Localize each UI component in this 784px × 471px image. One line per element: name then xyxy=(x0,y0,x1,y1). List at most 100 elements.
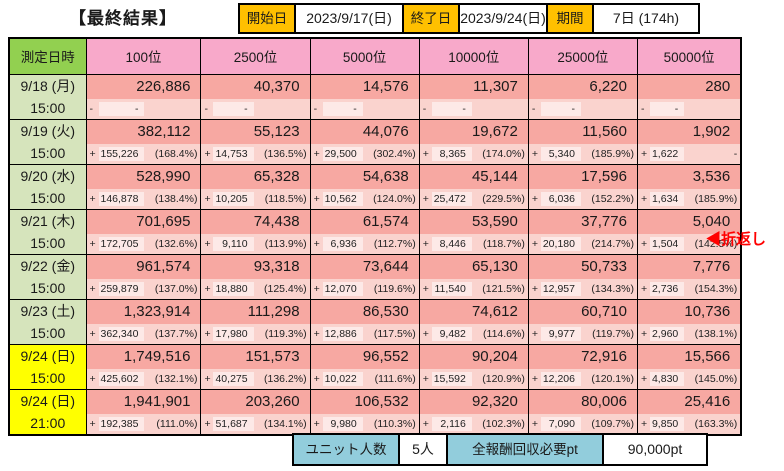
rank-cell-100位[interactable]: 382,112 +155,226 (168.4%) xyxy=(85,118,202,165)
rank-cell-10000位[interactable]: 53,590 +8,446 (118.7%) xyxy=(418,208,529,255)
delta-percent: (302.4%) xyxy=(373,147,416,160)
rank-cell-2500位[interactable]: 40,370- - xyxy=(200,73,311,120)
date-cell[interactable]: 9/22 (金) 15:00 xyxy=(8,253,87,300)
rank-cell-50000位[interactable]: 5,040 +1,504 (142.5%) xyxy=(636,208,742,255)
unit-count-value[interactable]: 5人 xyxy=(398,433,448,466)
rank-cell-50000位[interactable]: 280- - xyxy=(636,73,742,120)
delta-sign: + xyxy=(89,192,96,205)
rank-cell-100位[interactable]: 1,941,901 +192,385 (111.0%) xyxy=(85,388,202,435)
rank-cell-2500位[interactable]: 151,573 +40,275 (136.2%) xyxy=(200,343,311,390)
rank-cell-5000位[interactable]: 73,644 +12,070 (119.6%) xyxy=(309,253,420,300)
rank-cell-50000位[interactable]: 10,736 +2,960 (138.1%) xyxy=(636,298,742,345)
rank-cell-25000位[interactable]: 80,006 +7,090 (109.7%) xyxy=(527,388,638,435)
unit-count-label[interactable]: ユニット人数 xyxy=(292,433,400,466)
rank-cell-100位[interactable]: 1,749,516 +425,602 (132.1%) xyxy=(85,343,202,390)
period-label[interactable]: 期間 xyxy=(546,3,594,34)
rank-value: 44,076 xyxy=(310,119,419,144)
rank-value: 73,644 xyxy=(310,254,419,279)
rank-cell-100位[interactable]: 1,323,914 +362,340 (137.7%) xyxy=(85,298,202,345)
rank-cell-25000位[interactable]: 6,220- - xyxy=(527,73,638,120)
rank-cell-5000位[interactable]: 106,532 +9,980 (110.3%) xyxy=(309,388,420,435)
rank-cell-25000位[interactable]: 37,776 +20,180 (214.7%) xyxy=(527,208,638,255)
reward-points-label[interactable]: 全報酬回収必要pt xyxy=(446,433,604,466)
rank-cell-50000位[interactable]: 1,902 +1,622 - xyxy=(636,118,742,165)
rank-cell-10000位[interactable]: 19,672 +8,365 (174.0%) xyxy=(418,118,529,165)
date-label: 9/18 (月) xyxy=(20,77,75,94)
rank-value: 701,695 xyxy=(86,209,201,234)
rank-cell-10000位[interactable]: 74,612 +9,482 (114.6%) xyxy=(418,298,529,345)
rank-cell-100位[interactable]: 528,990 +146,878 (138.4%) xyxy=(85,163,202,210)
column-header-100位[interactable]: 100位 xyxy=(85,37,202,75)
rank-cell-5000位[interactable]: 86,530 +12,886 (117.5%) xyxy=(309,298,420,345)
delta-sign: + xyxy=(640,282,648,295)
rank-cell-50000位[interactable]: 15,566 +4,830 (145.0%) xyxy=(636,343,742,390)
reward-points-value[interactable]: 90,000pt xyxy=(602,433,708,466)
column-header-50000位[interactable]: 50000位 xyxy=(636,37,742,75)
column-header-25000位[interactable]: 25000位 xyxy=(527,37,638,75)
delta-line: +6,036 (152.2%) xyxy=(528,188,637,209)
delta-percent: (174.0%) xyxy=(482,147,525,160)
column-header-5000位[interactable]: 5000位 xyxy=(309,37,420,75)
delta-line: +40,275 (136.2%) xyxy=(201,368,310,389)
column-header-row: 測定日時 100位 2500位 5000位 10000位 25000位 50000位 xyxy=(8,37,742,75)
rank-cell-25000位[interactable]: 60,710 +9,977 (119.7%) xyxy=(527,298,638,345)
start-date-value[interactable]: 2023/9/17(日) xyxy=(294,3,404,34)
rank-cell-10000位[interactable]: 92,320 +2,116 (102.3%) xyxy=(418,388,529,435)
rank-cell-2500位[interactable]: 74,438 +9,110 (113.9%) xyxy=(200,208,311,255)
date-cell[interactable]: 9/24 (日) 21:00 xyxy=(8,388,87,435)
rank-cell-5000位[interactable]: 54,638 +10,562 (124.0%) xyxy=(309,163,420,210)
rank-cell-10000位[interactable]: 11,307- - xyxy=(418,73,529,120)
column-header-2500位[interactable]: 2500位 xyxy=(200,37,311,75)
rank-cell-50000位[interactable]: 7,776 +2,736 (154.3%) xyxy=(636,253,742,300)
rank-cell-2500位[interactable]: 55,123 +14,753 (136.5%) xyxy=(200,118,311,165)
rank-cell-25000位[interactable]: 50,733 +12,957 (134.3%) xyxy=(527,253,638,300)
rank-cell-2500位[interactable]: 65,328 +10,205 (118.5%) xyxy=(200,163,311,210)
date-cell[interactable]: 9/20 (水) 15:00 xyxy=(8,163,87,210)
rank-cell-25000位[interactable]: 11,560 +5,340 (185.9%) xyxy=(527,118,638,165)
rank-value: 226,886 xyxy=(86,74,201,99)
rank-cell-100位[interactable]: 701,695 +172,705 (132.6%) xyxy=(85,208,202,255)
rank-value: 55,123 xyxy=(201,119,310,144)
date-cell[interactable]: 9/19 (火) 15:00 xyxy=(8,118,87,165)
rank-cell-10000位[interactable]: 90,204 +15,592 (120.9%) xyxy=(418,343,529,390)
delta-sign: + xyxy=(640,237,648,250)
rank-value: 80,006 xyxy=(528,389,637,414)
start-date-label[interactable]: 開始日 xyxy=(238,3,296,34)
rank-cell-5000位[interactable]: 14,576- - xyxy=(309,73,420,120)
rank-cell-10000位[interactable]: 45,144 +25,472 (229.5%) xyxy=(418,163,529,210)
period-value[interactable]: 7日 (174h) xyxy=(592,3,700,34)
delta-line: +2,960 (138.1%) xyxy=(637,323,741,344)
rank-cell-50000位[interactable]: 25,416 +9,850 (163.3%) xyxy=(636,388,742,435)
rank-cell-100位[interactable]: 226,886- - xyxy=(85,73,202,120)
delta-percent: (152.2%) xyxy=(591,192,634,205)
delta-line: +10,562 (124.0%) xyxy=(310,188,419,209)
delta-percent: - xyxy=(733,147,738,160)
rank-cell-5000位[interactable]: 61,574 +6,936 (112.7%) xyxy=(309,208,420,255)
rank-value: 65,328 xyxy=(201,164,310,189)
end-date-value[interactable]: 2023/9/24(日) xyxy=(458,3,548,34)
delta-sign: + xyxy=(422,372,429,385)
rank-cell-25000位[interactable]: 17,596 +6,036 (152.2%) xyxy=(527,163,638,210)
corner-header[interactable]: 測定日時 xyxy=(8,37,87,75)
rank-cell-5000位[interactable]: 44,076 +29,500 (302.4%) xyxy=(309,118,420,165)
delta-value: 29,500 xyxy=(322,146,363,161)
rank-cell-2500位[interactable]: 111,298 +17,980 (119.3%) xyxy=(200,298,311,345)
date-cell[interactable]: 9/18 (月) 15:00 xyxy=(8,73,87,120)
end-date-label[interactable]: 終了日 xyxy=(402,3,460,34)
delta-value: - xyxy=(98,101,145,116)
rank-cell-10000位[interactable]: 65,130 +11,540 (121.5%) xyxy=(418,253,529,300)
date-cell[interactable]: 9/24 (日) 15:00 xyxy=(8,343,87,390)
rank-cell-5000位[interactable]: 96,552 +10,022 (111.6%) xyxy=(309,343,420,390)
rank-value: 11,560 xyxy=(528,119,637,144)
rank-cell-50000位[interactable]: 3,536 +1,634 (185.9%) xyxy=(636,163,742,210)
column-header-10000位[interactable]: 10000位 xyxy=(418,37,529,75)
rank-cell-2500位[interactable]: 93,318 +18,880 (125.4%) xyxy=(200,253,311,300)
rank-cell-100位[interactable]: 961,574 +259,879 (137.0%) xyxy=(85,253,202,300)
delta-sign: + xyxy=(89,237,96,250)
rank-cell-25000位[interactable]: 72,916 +12,206 (120.1%) xyxy=(527,343,638,390)
rank-value: 50,733 xyxy=(528,254,637,279)
turnaround-label: ◀折返し xyxy=(706,231,767,248)
date-cell[interactable]: 9/23 (土) 15:00 xyxy=(8,298,87,345)
rank-cell-2500位[interactable]: 203,260 +51,687 (134.1%) xyxy=(200,388,311,435)
date-cell[interactable]: 9/21 (木) 15:00 xyxy=(8,208,87,255)
